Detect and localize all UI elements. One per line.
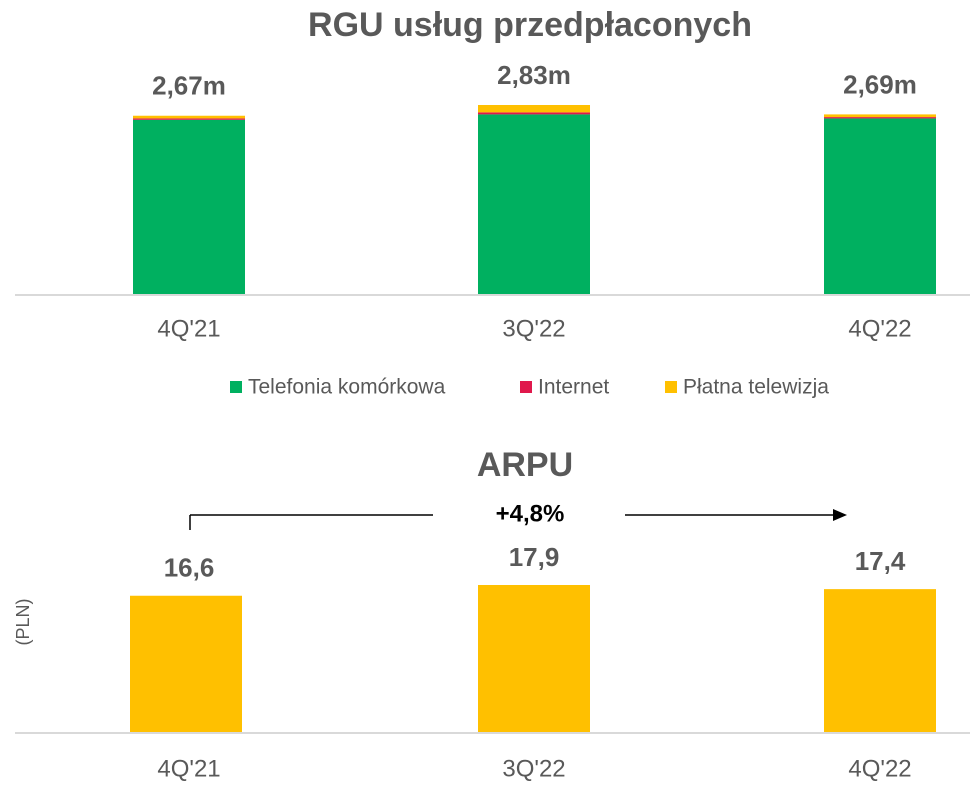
value-label: 17,9 [509,542,560,572]
chart-title: RGU usług przedpłaconych [308,6,752,44]
legend-swatch [665,381,677,393]
bar-segment [478,105,590,113]
annotation: +4,8% [496,500,565,527]
bar-segment [133,118,245,120]
bar [824,589,936,733]
bar [478,585,590,733]
legend-label: Płatna telewizja [683,376,829,399]
y-axis-label: (PLN) [13,598,33,645]
bar-segment [133,119,245,295]
x-tick-label: 4Q'21 [157,315,220,342]
x-tick-label: 3Q'22 [502,755,565,782]
total-label: 2,83m [497,60,571,90]
bar-segment [133,115,245,119]
x-tick-label: 4Q'22 [848,315,911,342]
total-label: 2,69m [843,69,917,99]
bar-segment [478,114,590,295]
arrow-head [833,509,847,521]
total-label: 2,67m [152,71,226,101]
bar [130,595,242,733]
chart-title: ARPU [477,446,573,484]
x-tick-label: 4Q'22 [848,755,911,782]
bar-segment [478,112,590,115]
bar-segment [824,114,936,118]
legend-label: Internet [538,376,609,399]
bar-segment [824,117,936,119]
value-label: 16,6 [164,553,215,583]
legend-swatch [230,381,242,393]
legend-label: Telefonia komórkowa [248,376,446,399]
x-tick-label: 4Q'21 [157,755,220,782]
bar-segment [824,118,936,296]
legend-swatch [520,381,532,393]
value-label: 17,4 [855,546,906,576]
x-tick-label: 3Q'22 [502,315,565,342]
